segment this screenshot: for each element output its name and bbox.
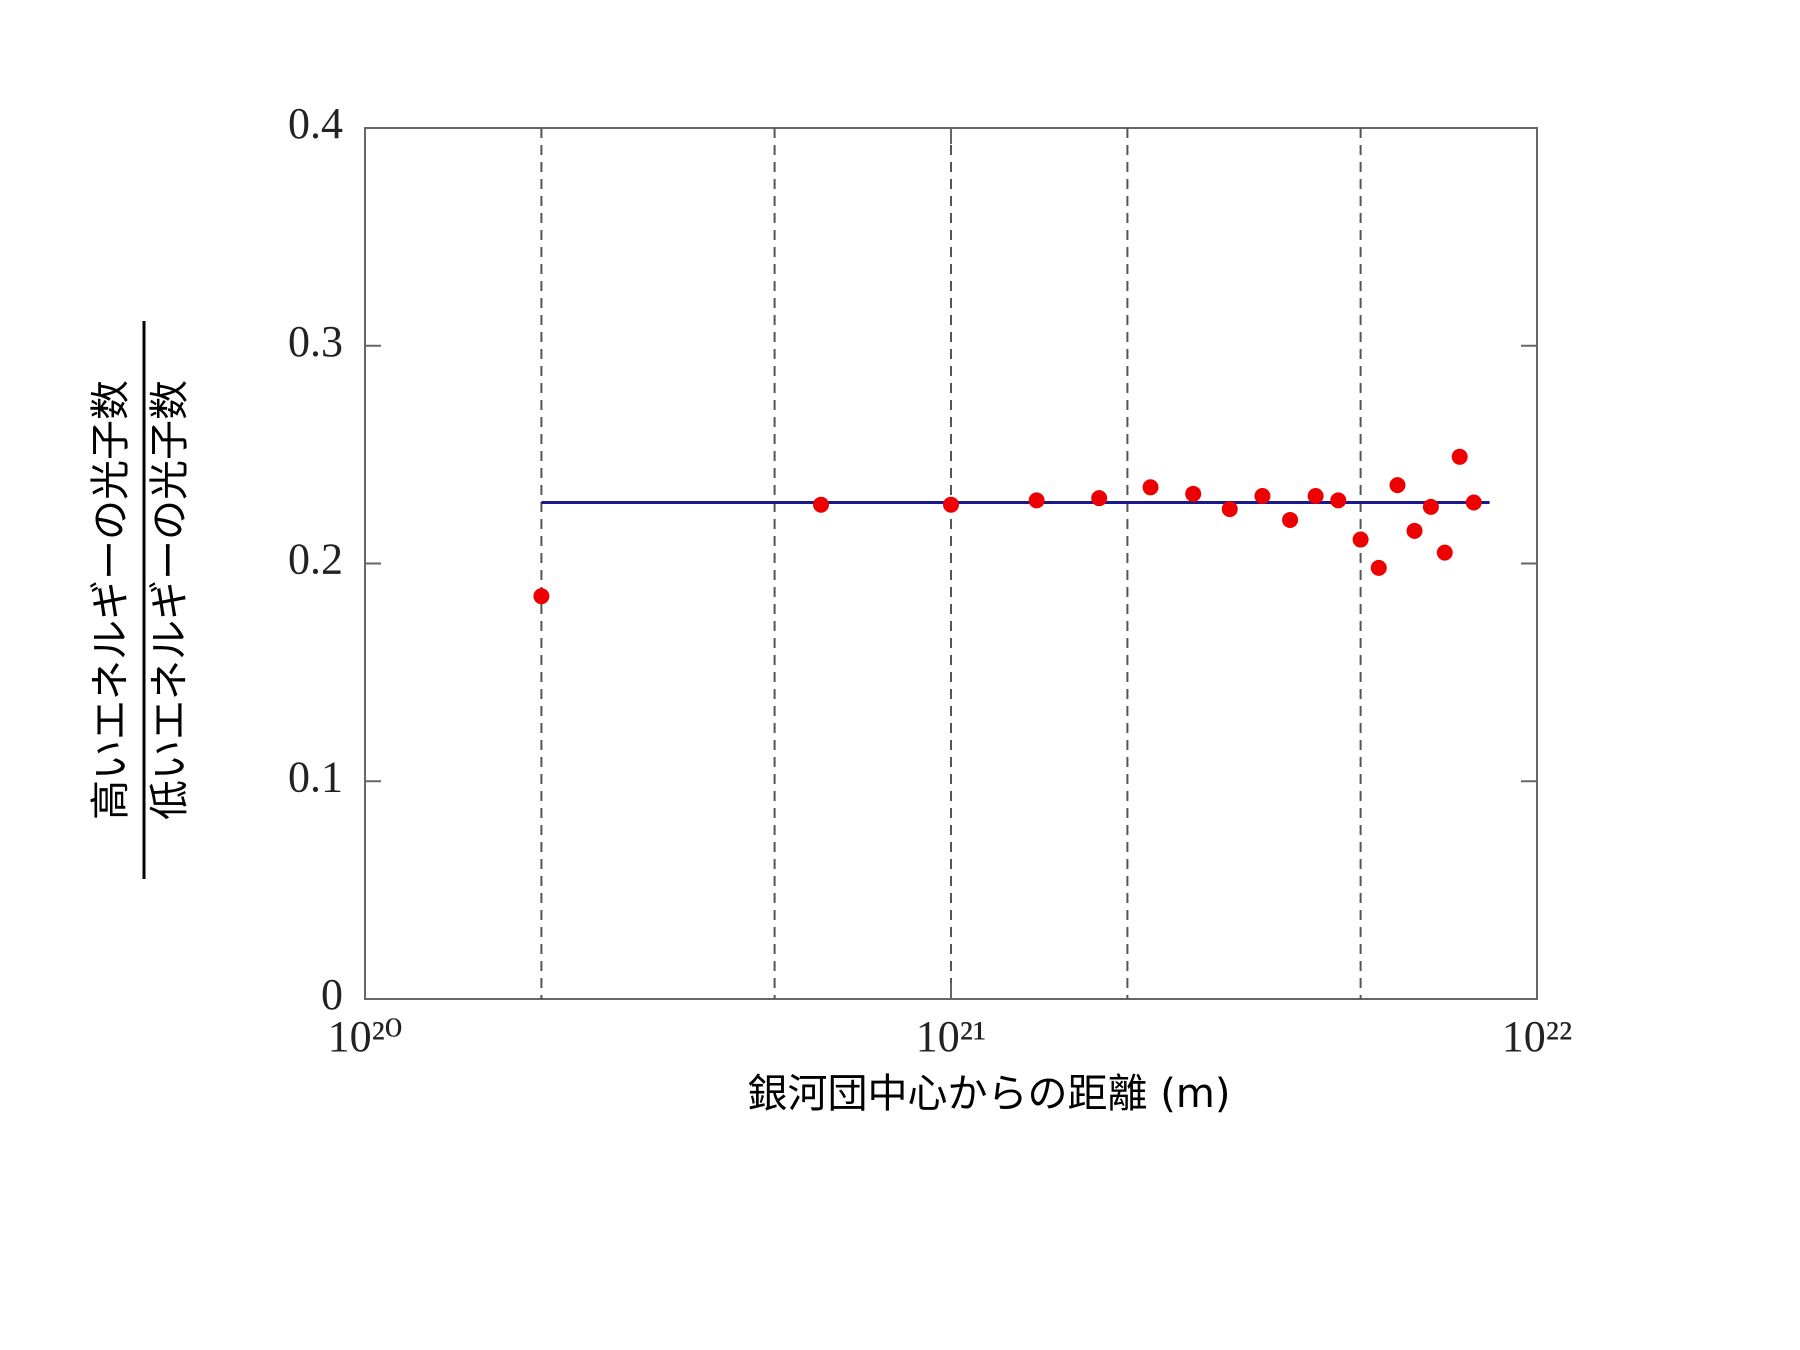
data-point xyxy=(812,496,829,513)
data-point xyxy=(1307,487,1324,504)
data-point xyxy=(1465,494,1482,511)
data-point xyxy=(1282,511,1299,528)
data-point xyxy=(1221,501,1238,518)
y-tick-label: 0.1 xyxy=(288,752,343,801)
data-point xyxy=(1422,498,1439,515)
x-tick-label: 10²⁰ xyxy=(328,1012,403,1061)
data-point xyxy=(1091,490,1108,507)
data-point xyxy=(1406,522,1423,539)
data-point xyxy=(1436,544,1453,561)
y-tick-label: 0.4 xyxy=(288,99,343,148)
data-point xyxy=(1451,448,1468,465)
y-tick-label: 0 xyxy=(321,970,343,1019)
x-tick-label: 10²² xyxy=(1502,1012,1572,1061)
data-point xyxy=(1028,492,1045,509)
y-axis-label-denominator: 低いエネルギーの光子数 xyxy=(147,380,193,820)
data-point xyxy=(533,588,550,605)
data-point xyxy=(943,496,959,513)
x-tick-label: 10²¹ xyxy=(916,1012,986,1061)
y-tick-label: 0.3 xyxy=(288,317,343,366)
data-point xyxy=(1142,479,1159,496)
data-point xyxy=(1389,477,1406,494)
y-tick-label: 0.2 xyxy=(288,535,343,584)
y-axis-label-numerator: 高いエネルギーの光子数 xyxy=(88,380,134,820)
data-point xyxy=(1352,531,1369,548)
data-point xyxy=(1254,487,1271,504)
data-point xyxy=(1330,492,1347,509)
x-axis-label: 銀河団中心からの距離 (m) xyxy=(748,1071,1231,1117)
data-point xyxy=(1185,485,1202,502)
data-point xyxy=(1370,559,1387,576)
